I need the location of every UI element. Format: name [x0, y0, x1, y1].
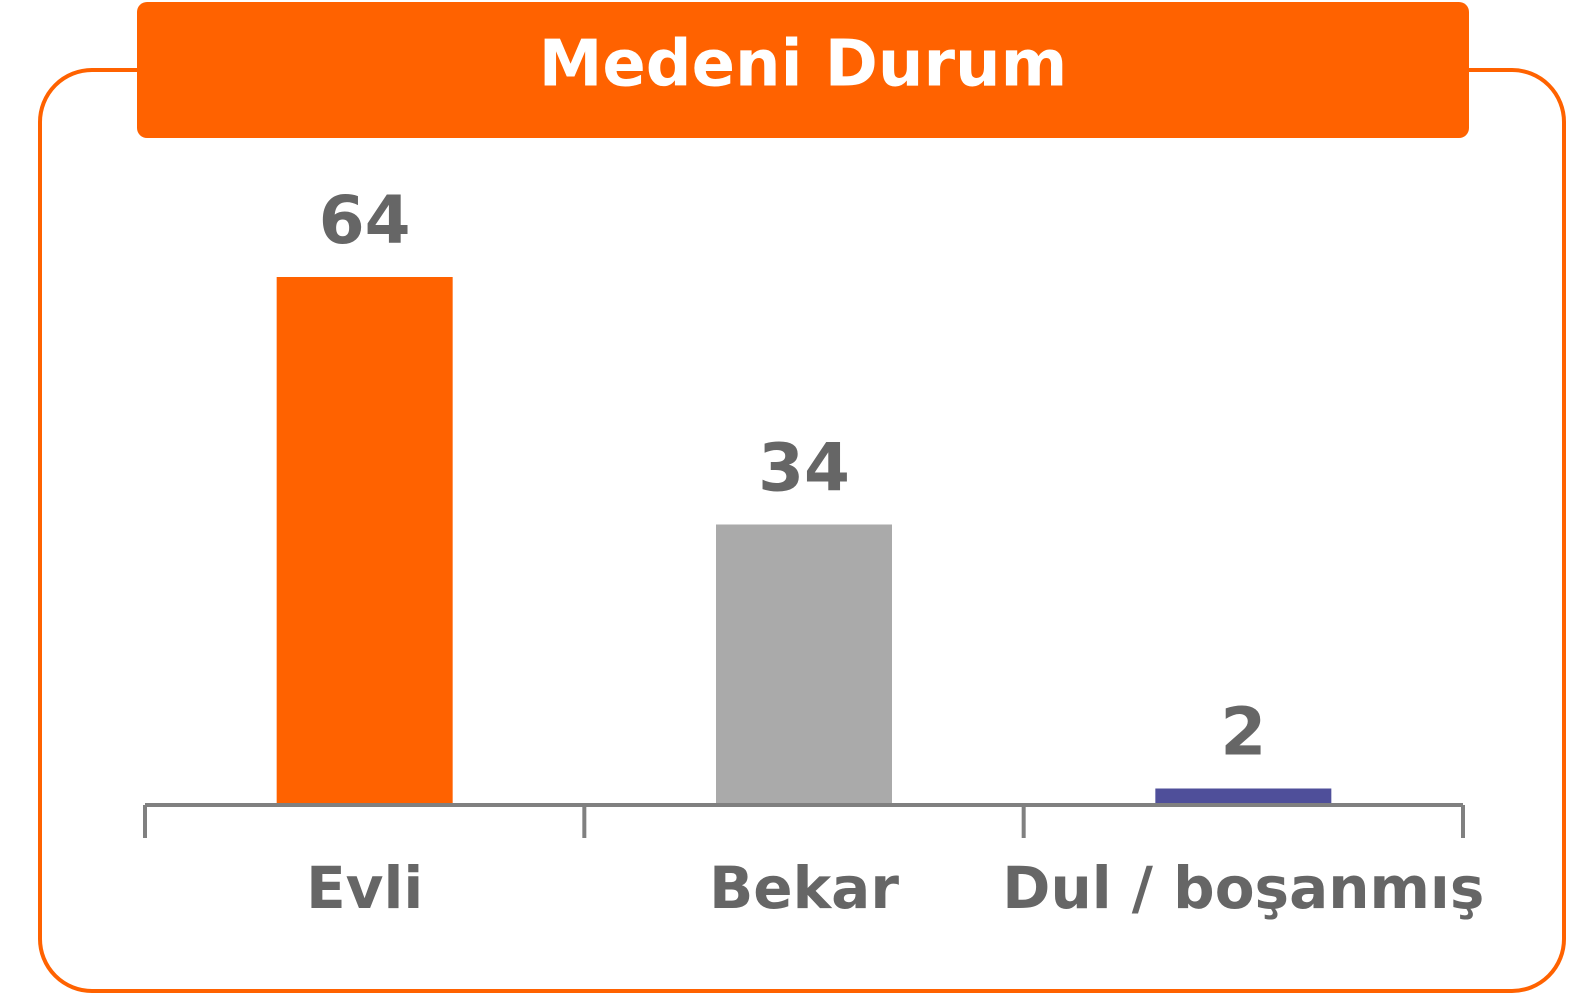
x-tick-label: Bekar — [709, 854, 899, 922]
bar — [276, 277, 453, 805]
x-tick-label: Evli — [306, 854, 423, 922]
bar — [716, 524, 892, 805]
bar — [1155, 788, 1332, 805]
title-box — [137, 2, 1469, 138]
value-label: 64 — [319, 182, 411, 259]
x-tick-label: Dul / boşanmış — [1002, 854, 1484, 922]
value-label: 34 — [758, 430, 850, 507]
chart-title: Medeni Durum — [539, 28, 1068, 102]
value-label: 2 — [1220, 694, 1266, 771]
